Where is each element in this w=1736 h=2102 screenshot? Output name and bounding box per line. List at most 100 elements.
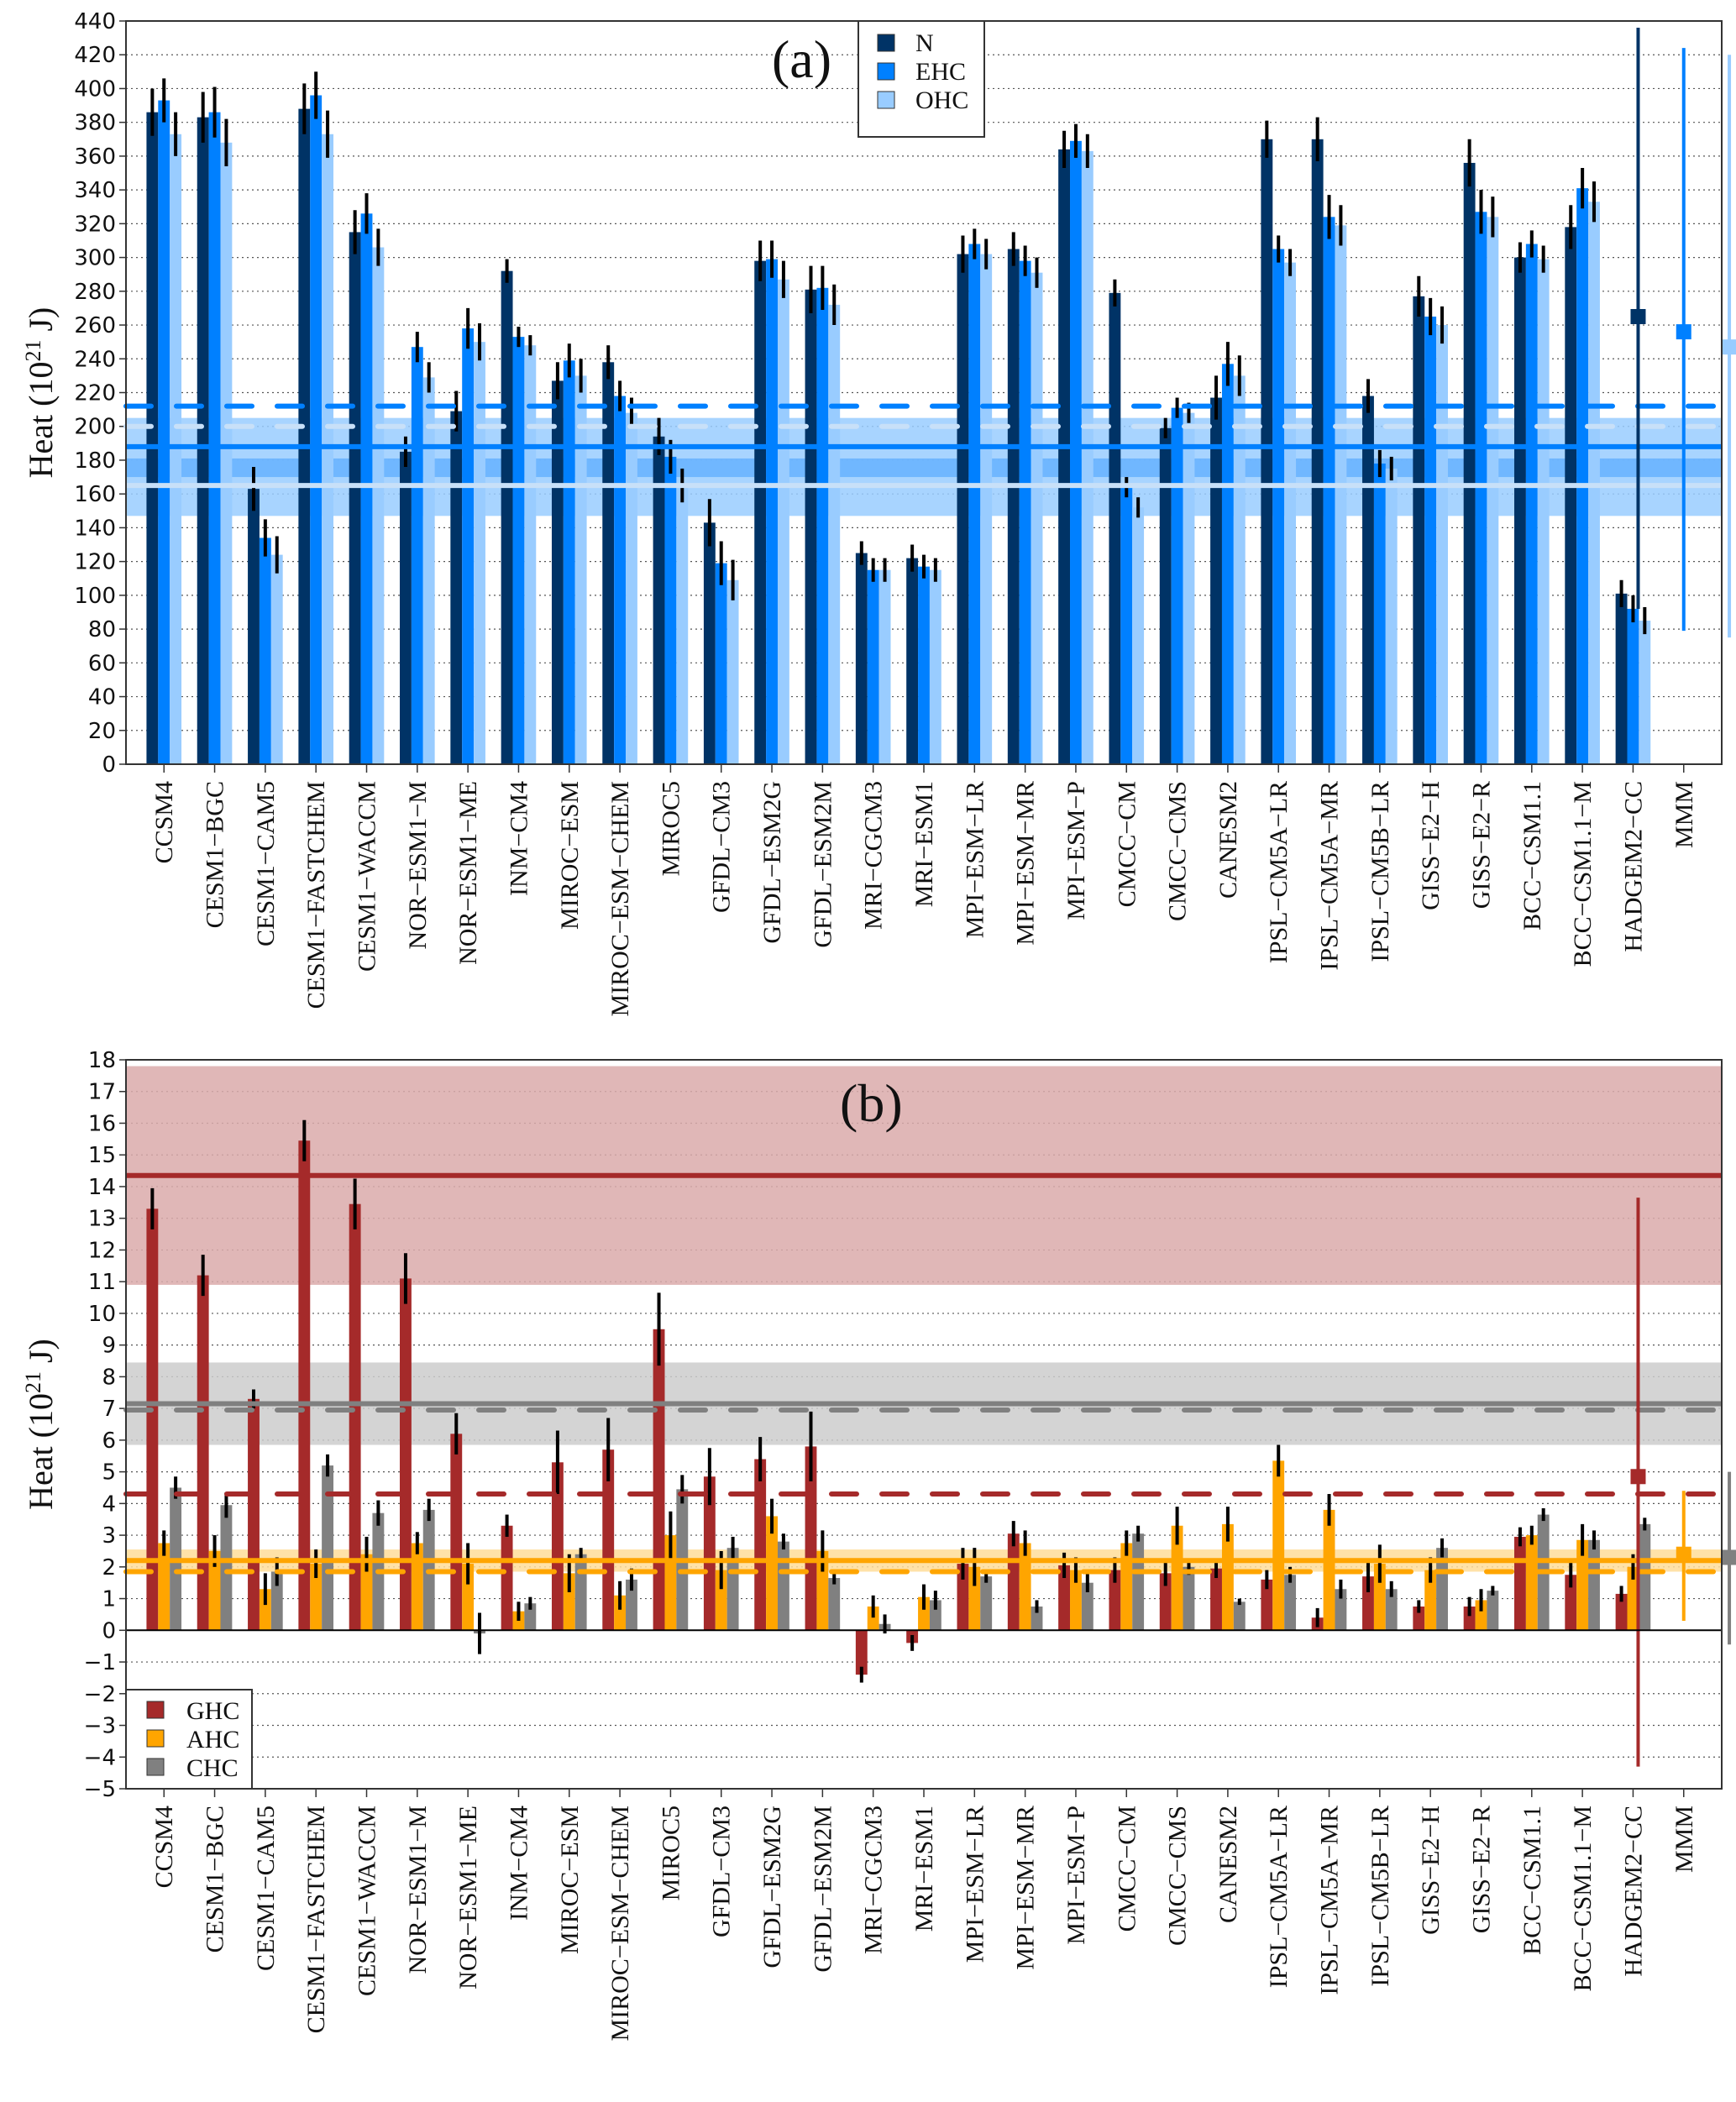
legend-swatch-ahc [146, 1729, 165, 1748]
x-tick-label: IPSL−CM5B−LR [1366, 781, 1394, 962]
bar-n [197, 117, 209, 765]
bar-chc [1436, 1548, 1448, 1631]
bar-ehc [1475, 212, 1487, 765]
bar-ahc [310, 1564, 323, 1631]
bar-ohc [828, 304, 841, 765]
x-tick-label: MPI−ESM−MR [1012, 1806, 1040, 1970]
bar-ehc [614, 396, 627, 764]
legend-label: EHC [915, 58, 966, 86]
bar-ghc [1109, 1570, 1121, 1631]
bar-ehc [360, 213, 373, 764]
mmm-marker-ehc [1676, 324, 1691, 340]
bar-ohc [1436, 325, 1448, 765]
bar-ehc [310, 95, 323, 764]
bar-n [1615, 593, 1628, 764]
y-tick-label: 17 [88, 1080, 116, 1105]
y-tick-label: 6 [102, 1428, 116, 1454]
bar-ghc [400, 1278, 412, 1631]
y-tick-label: 18 [88, 1048, 116, 1073]
x-tick-label: INM−CM4 [505, 1806, 532, 1921]
bar-ghc [653, 1329, 665, 1631]
bar-ehc [867, 569, 879, 764]
bar-ohc [726, 579, 739, 764]
y-tick-label: 0 [102, 752, 116, 778]
y-tick-label: 400 [74, 76, 116, 102]
bar-ohc [1284, 262, 1297, 764]
bar-ahc [816, 1550, 829, 1631]
bar-ahc [158, 1543, 170, 1631]
x-tick-label: CESM1−BGC [202, 1806, 229, 1953]
bar-ahc [1171, 1525, 1183, 1631]
bar-ehc [1070, 140, 1082, 764]
bar-ghc [957, 1564, 969, 1631]
bar-ahc [1019, 1543, 1031, 1631]
bar-ahc [462, 1564, 475, 1631]
y-tick-label: −2 [84, 1682, 116, 1707]
legend-swatch-chc [146, 1758, 165, 1776]
bar-ahc [259, 1589, 271, 1631]
bar-n [1311, 139, 1324, 764]
x-tick-label: CCSM4 [150, 781, 178, 863]
y-tick-label: −3 [84, 1714, 116, 1739]
x-tick-label: BCC−CSM1.1−M [1569, 781, 1597, 967]
x-tick-label: NOR−ESM1−M [404, 781, 432, 950]
bar-ehc [1272, 249, 1285, 765]
y-tick-label: 15 [88, 1143, 116, 1168]
bar-n [805, 289, 817, 764]
bar-chc [777, 1541, 789, 1631]
bar-n [653, 436, 665, 764]
bar-chc [726, 1548, 739, 1631]
bar-ohc [322, 134, 333, 765]
bar-ghc [1463, 1607, 1476, 1631]
y-tick-label: 200 [74, 415, 116, 440]
bar-ahc [1373, 1564, 1386, 1631]
bar-ohc [1537, 259, 1550, 764]
bar-chc [1031, 1607, 1043, 1631]
bar-ahc [1070, 1570, 1082, 1631]
y-tick-label: 140 [74, 516, 116, 541]
y-axis-label: Heat (1021 J) [21, 307, 60, 479]
x-tick-label: CESM1−CAM5 [252, 781, 280, 946]
bar-ohc [372, 247, 385, 765]
y-tick-label: 7 [102, 1397, 116, 1422]
bar-ghc [1615, 1593, 1628, 1631]
x-tick-label: CESM1−WACCM [354, 781, 381, 972]
bar-chc [1487, 1591, 1499, 1631]
x-tick-label: MRI−CGCM3 [860, 1806, 888, 1954]
x-tick-label: BCC−CSM1.1−M [1569, 1806, 1597, 1991]
y-tick-label: 10 [88, 1302, 116, 1327]
bar-n [602, 362, 615, 764]
bar-n [1210, 397, 1222, 764]
x-tick-label: GFDL−ESM2M [809, 781, 837, 948]
x-tick-label: IPSL−CM5A−MR [1316, 1806, 1344, 1995]
y-tick-label: 360 [74, 144, 116, 170]
bar-ghc [1413, 1607, 1425, 1631]
x-tick-label: MPI−ESM−MR [1012, 781, 1040, 946]
bar-ohc [574, 375, 587, 764]
bar-ehc [1221, 364, 1234, 764]
x-tick-label: NOR−ESM1−ME [454, 1806, 482, 1989]
bar-chc [980, 1576, 993, 1631]
bar-ehc [664, 456, 677, 764]
bar-ghc [1058, 1565, 1071, 1631]
x-tick-label: MIROC5 [657, 781, 684, 876]
x-tick-label: MRI−CGCM3 [860, 781, 888, 930]
y-tick-label: 300 [74, 246, 116, 271]
bar-ahc [867, 1607, 879, 1631]
x-tick-label: CESM1−CAM5 [252, 1806, 280, 1971]
y-tick-label: 2 [102, 1555, 116, 1580]
y-tick-label: 13 [88, 1207, 116, 1232]
y-tick-label: 420 [74, 43, 116, 68]
bar-ehc [462, 328, 475, 764]
x-tick-label: MRI−ESM1 [910, 781, 938, 907]
x-tick-label: GFDL−ESM2M [809, 1806, 837, 1973]
bar-n [400, 451, 412, 764]
bar-ohc [220, 142, 233, 764]
y-tick-label: 100 [74, 584, 116, 609]
x-tick-label: MPI−ESM−P [1062, 1806, 1090, 1945]
bar-ohc [1335, 225, 1347, 764]
bar-ahc [1424, 1570, 1437, 1631]
x-tick-label: GFDL−CM3 [708, 1806, 736, 1937]
mmm-marker-ghc [1630, 1469, 1646, 1485]
